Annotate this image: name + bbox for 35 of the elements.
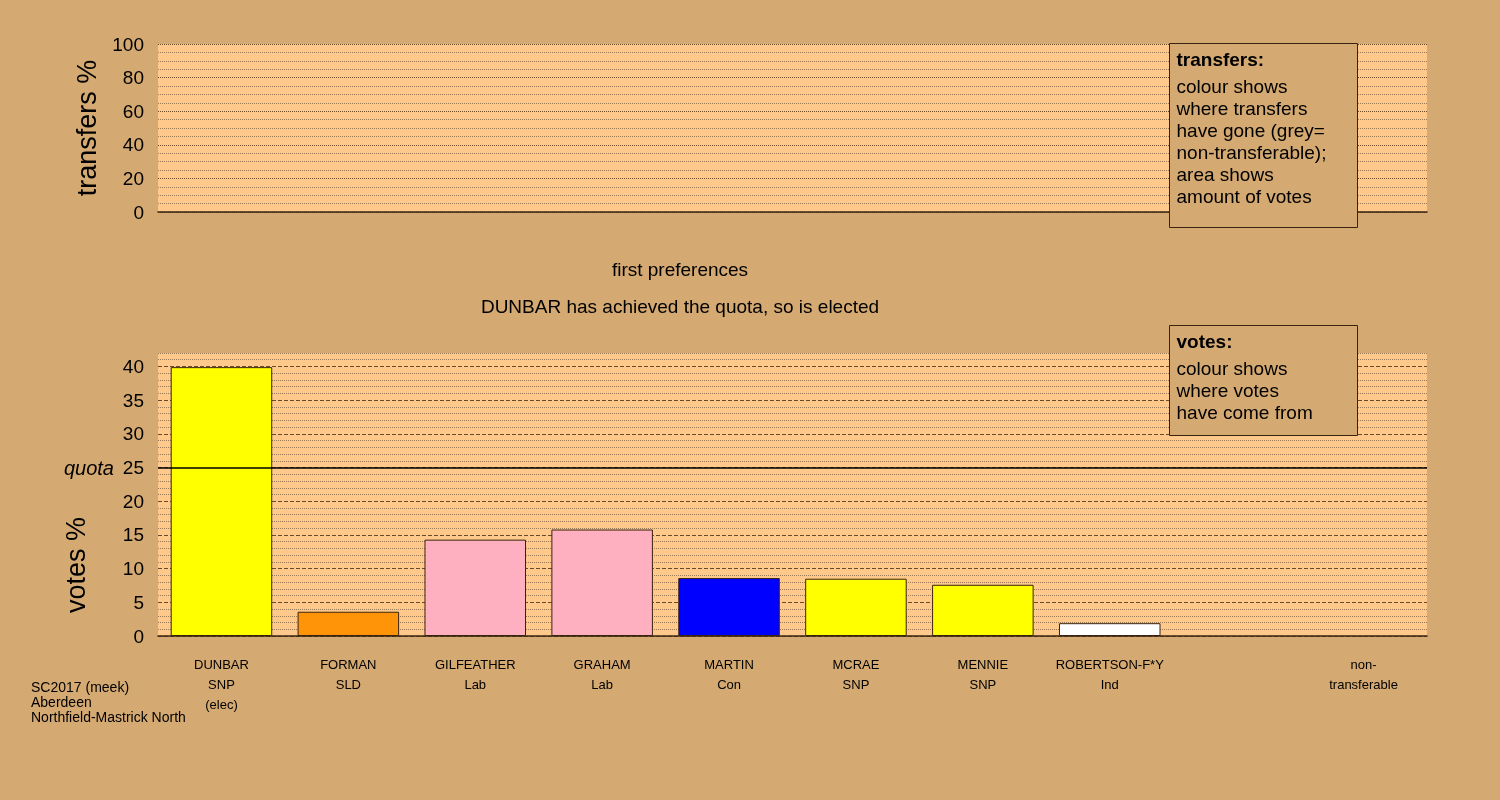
x-tick-label: GILFEATHER Lab bbox=[434, 656, 516, 692]
annotation: transfers: bbox=[1176, 48, 1265, 70]
annotation: colour shows where transfers have gone (grey= non-transferable); bbox=[1175, 75, 1327, 163]
chart-subtitle: DUNBAR has achieved the quota, so is elected bbox=[480, 296, 880, 317]
y-tick-label: 100 bbox=[112, 33, 144, 55]
x-tick-label: MARTIN Con bbox=[704, 656, 754, 692]
y-tick-label: 20 bbox=[122, 490, 144, 512]
y-axis-title: votes % bbox=[61, 516, 91, 614]
y-tick-label: 15 bbox=[122, 524, 144, 546]
y-tick-label: 5 bbox=[133, 591, 144, 613]
x-tick-label: DUNBAR SNP (elec) bbox=[194, 656, 249, 712]
y-tick-label: 80 bbox=[122, 67, 144, 89]
x-tick-label: FORMAN SLD bbox=[320, 656, 377, 692]
ref-line-label: quota bbox=[63, 456, 114, 479]
x-tick-label: MCRAE SNP bbox=[832, 656, 880, 692]
annotation: colour shows where votes have come from bbox=[1175, 357, 1313, 423]
y-tick-label: 30 bbox=[122, 423, 144, 445]
y-tick-label: 0 bbox=[133, 625, 144, 647]
y-tick-label: 40 bbox=[122, 355, 144, 377]
y-tick-label: 35 bbox=[122, 389, 144, 411]
text: SC2017 (meek) Aberdeen Northfield-Mastrick North bbox=[31, 678, 186, 725]
y-axis-title: transfers % bbox=[71, 59, 102, 197]
y-tick-label: 40 bbox=[122, 134, 144, 156]
y-tick-label: 25 bbox=[122, 457, 144, 479]
annotation: area shows amount of votes bbox=[1176, 163, 1312, 207]
x-tick-label: ROBERTSON-F*Y Ind bbox=[1055, 656, 1165, 692]
y-tick-label: 60 bbox=[122, 100, 144, 122]
x-tick-label: non- transferable bbox=[1329, 656, 1398, 692]
x-tick-label: GRAHAM Lab bbox=[573, 656, 631, 692]
text: votes: bbox=[1176, 330, 1233, 352]
y-tick-label: 10 bbox=[122, 558, 144, 580]
x-tick-label: MENNIE SNP bbox=[957, 656, 1009, 692]
chart-title: first preferences bbox=[611, 259, 749, 280]
y-tick-label: 0 bbox=[133, 201, 144, 223]
y-tick-label: 20 bbox=[122, 167, 144, 189]
